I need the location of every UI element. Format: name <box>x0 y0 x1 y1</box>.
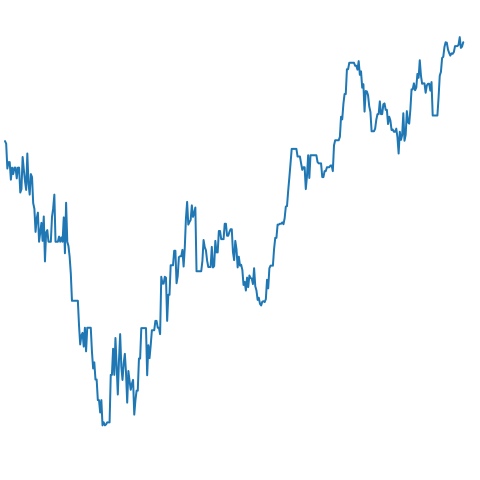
series-line-0 <box>4 36 465 427</box>
plot-area <box>4 36 465 427</box>
